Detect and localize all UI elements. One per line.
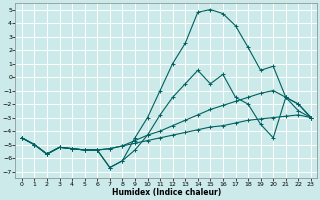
X-axis label: Humidex (Indice chaleur): Humidex (Indice chaleur) <box>112 188 221 197</box>
